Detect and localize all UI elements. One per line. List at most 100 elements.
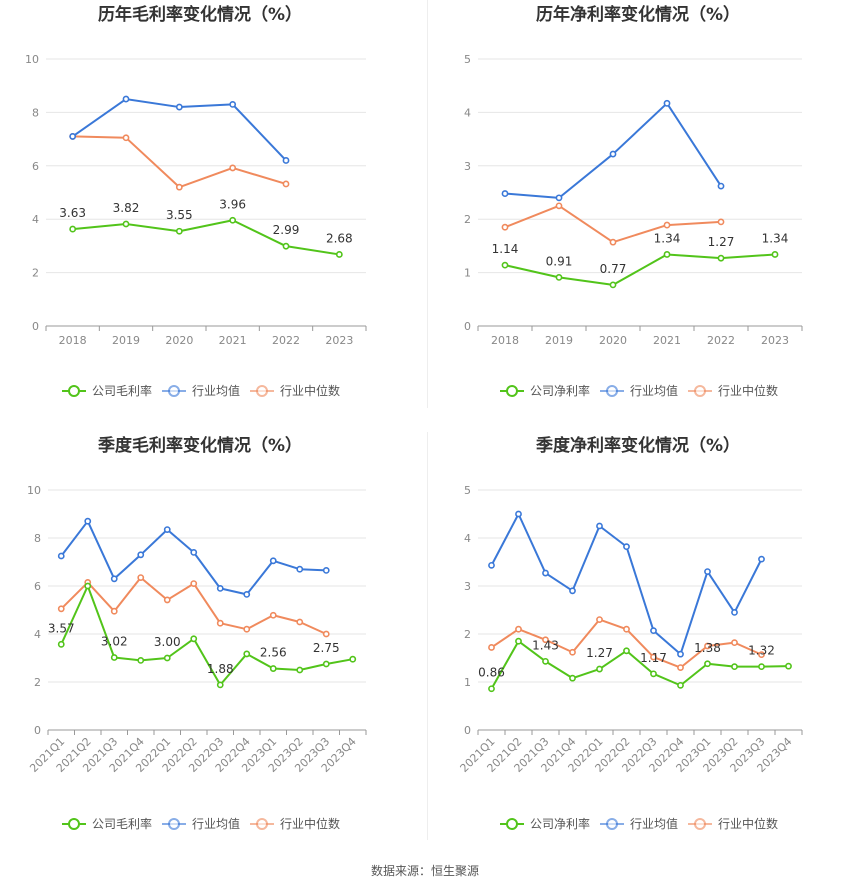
- data-point: [704, 568, 711, 575]
- legend-label: 公司毛利率: [92, 383, 152, 398]
- data-point: [110, 575, 118, 583]
- y-tick-label: 3: [464, 580, 471, 593]
- chart-title: 历年毛利率变化情况（%）: [98, 4, 302, 25]
- data-point: [501, 261, 509, 269]
- legend-item[interactable]: 公司净利率: [500, 383, 590, 398]
- data-label: 1.32: [748, 644, 775, 658]
- data-point: [282, 180, 290, 188]
- data-label: 1.34: [762, 231, 789, 245]
- legend-item[interactable]: 行业均值: [600, 383, 678, 398]
- series-company: 3.57 3.02 3.00 1.88 2.56 2.75: [48, 582, 357, 689]
- data-point: [122, 95, 130, 103]
- chart-title: 季度净利率变化情况（%）: [536, 435, 740, 456]
- legend-swatch-marker: [606, 818, 618, 830]
- data-label: 0.77: [600, 262, 627, 276]
- data-point: [501, 190, 509, 197]
- legend: 公司毛利率 行业均值 行业中位数: [62, 816, 340, 831]
- y-tick-label: 8: [34, 532, 41, 545]
- data-label: 1.88: [207, 662, 234, 676]
- legend-item[interactable]: 公司毛利率: [62, 383, 152, 398]
- legend-swatch-marker: [168, 818, 180, 830]
- series-line: [60, 585, 353, 686]
- chart-title: 历年净利率变化情况（%）: [536, 4, 740, 25]
- legend-item[interactable]: 行业中位数: [250, 816, 340, 831]
- legend: 公司净利率 行业均值 行业中位数: [500, 383, 778, 398]
- data-source-footer: 数据来源：恒生聚源: [370, 864, 479, 878]
- y-tick-label: 0: [34, 724, 41, 737]
- legend-item[interactable]: 行业中位数: [688, 816, 778, 831]
- data-point: [190, 580, 198, 587]
- data-label: 1.27: [708, 235, 735, 249]
- data-point: [596, 616, 603, 623]
- legend-label: 行业均值: [192, 816, 240, 831]
- legend-item[interactable]: 公司毛利率: [62, 816, 152, 831]
- data-label: 1.43: [532, 638, 559, 652]
- data-point: [57, 605, 65, 613]
- y-tick-label: 3: [464, 160, 471, 173]
- legend-swatch-marker: [256, 818, 268, 830]
- y-tick-label: 1: [464, 267, 471, 280]
- legend-item[interactable]: 行业中位数: [688, 383, 778, 398]
- data-point: [677, 664, 684, 671]
- series-industry_avg: [69, 95, 290, 164]
- legend-item[interactable]: 行业均值: [162, 383, 240, 398]
- chart-annual-gross: 历年毛利率变化情况（%） 0 2 4 6 8 10 2018 2019 2020 2021 2022 2…: [25, 4, 367, 398]
- y-tick-label: 0: [464, 320, 471, 333]
- data-point: [501, 223, 509, 231]
- data-point: [677, 650, 684, 658]
- legend-swatch-marker: [694, 385, 706, 397]
- series-company: 3.63 3.82 3.55 3.96 2.99 2.68: [59, 197, 353, 258]
- x-tick-label: 2022: [707, 334, 735, 347]
- x-tick-label: 2019: [112, 334, 140, 347]
- legend-item[interactable]: 行业均值: [600, 816, 678, 831]
- legend-label: 行业中位数: [280, 383, 340, 398]
- data-label: 1.27: [586, 646, 613, 660]
- data-label: 3.00: [154, 635, 181, 649]
- legend-label: 公司净利率: [530, 816, 590, 831]
- data-point: [542, 657, 549, 665]
- data-point: [596, 522, 603, 530]
- y-tick-label: 4: [464, 532, 471, 545]
- data-point: [717, 182, 725, 190]
- data-label: 1.17: [640, 651, 667, 665]
- data-point: [758, 663, 765, 671]
- x-tick-label: 2021: [653, 334, 681, 347]
- legend-swatch-marker: [506, 818, 518, 830]
- legend-swatch-marker: [694, 818, 706, 830]
- series-line: [490, 513, 763, 656]
- data-point: [731, 609, 738, 616]
- data-label: 0.86: [478, 666, 505, 680]
- data-point: [596, 665, 603, 673]
- data-point: [296, 618, 304, 626]
- legend-item[interactable]: 公司净利率: [500, 816, 590, 831]
- data-point: [677, 681, 684, 689]
- y-tick-label: 4: [32, 213, 39, 226]
- legend-swatch-marker: [256, 385, 268, 397]
- data-point: [771, 251, 779, 258]
- data-label: 3.55: [166, 208, 193, 222]
- y-tick-label: 5: [464, 53, 471, 66]
- data-point: [555, 202, 563, 210]
- series-industry_avg: [488, 510, 765, 658]
- data-point: [717, 218, 725, 226]
- data-point: [555, 194, 563, 202]
- legend-item[interactable]: 行业中位数: [250, 383, 340, 398]
- data-point: [569, 587, 576, 595]
- data-point: [137, 574, 145, 581]
- legend-swatch-marker: [506, 385, 518, 397]
- legend-item[interactable]: 行业均值: [162, 816, 240, 831]
- legend-label: 行业中位数: [718, 383, 778, 398]
- data-point: [609, 150, 617, 158]
- legend-label: 行业中位数: [718, 816, 778, 831]
- y-tick-label: 0: [464, 724, 471, 737]
- data-label: 3.57: [48, 621, 75, 635]
- data-point: [758, 555, 765, 563]
- data-point: [229, 216, 237, 224]
- series-company: 0.86 1.43 1.27 1.17 1.38 1.32: [478, 637, 792, 693]
- x-tick-label: 2018: [59, 334, 87, 347]
- data-point: [731, 639, 738, 647]
- data-point: [623, 543, 630, 551]
- data-point: [542, 636, 549, 644]
- data-point: [69, 225, 77, 233]
- data-point: [122, 220, 130, 228]
